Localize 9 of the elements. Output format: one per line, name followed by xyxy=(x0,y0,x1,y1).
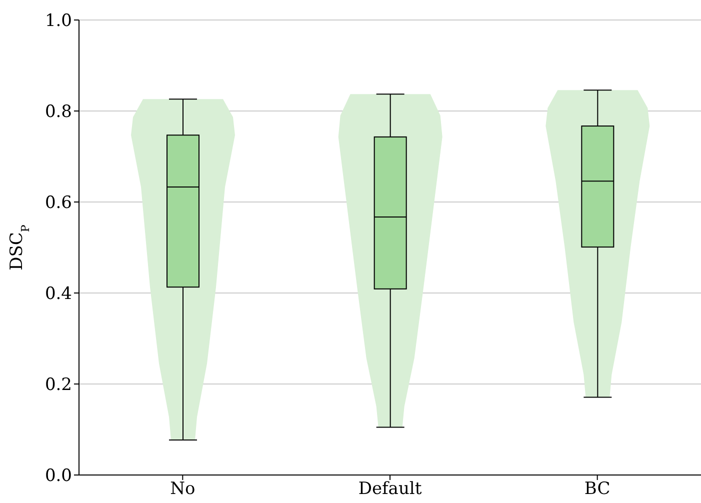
x-tick-label: No xyxy=(170,479,196,500)
y-tick-label: 1.0 xyxy=(44,11,72,32)
y-tick-label: 0.2 xyxy=(44,375,72,396)
y-tick-label: 0.4 xyxy=(44,284,72,304)
y-tick-label: 0.0 xyxy=(44,466,72,486)
x-tick-label: Default xyxy=(358,479,422,500)
y-tick-label: 0.6 xyxy=(44,193,72,214)
x-tick-label: BC xyxy=(584,479,610,500)
y-tick-label: 0.8 xyxy=(44,102,72,122)
